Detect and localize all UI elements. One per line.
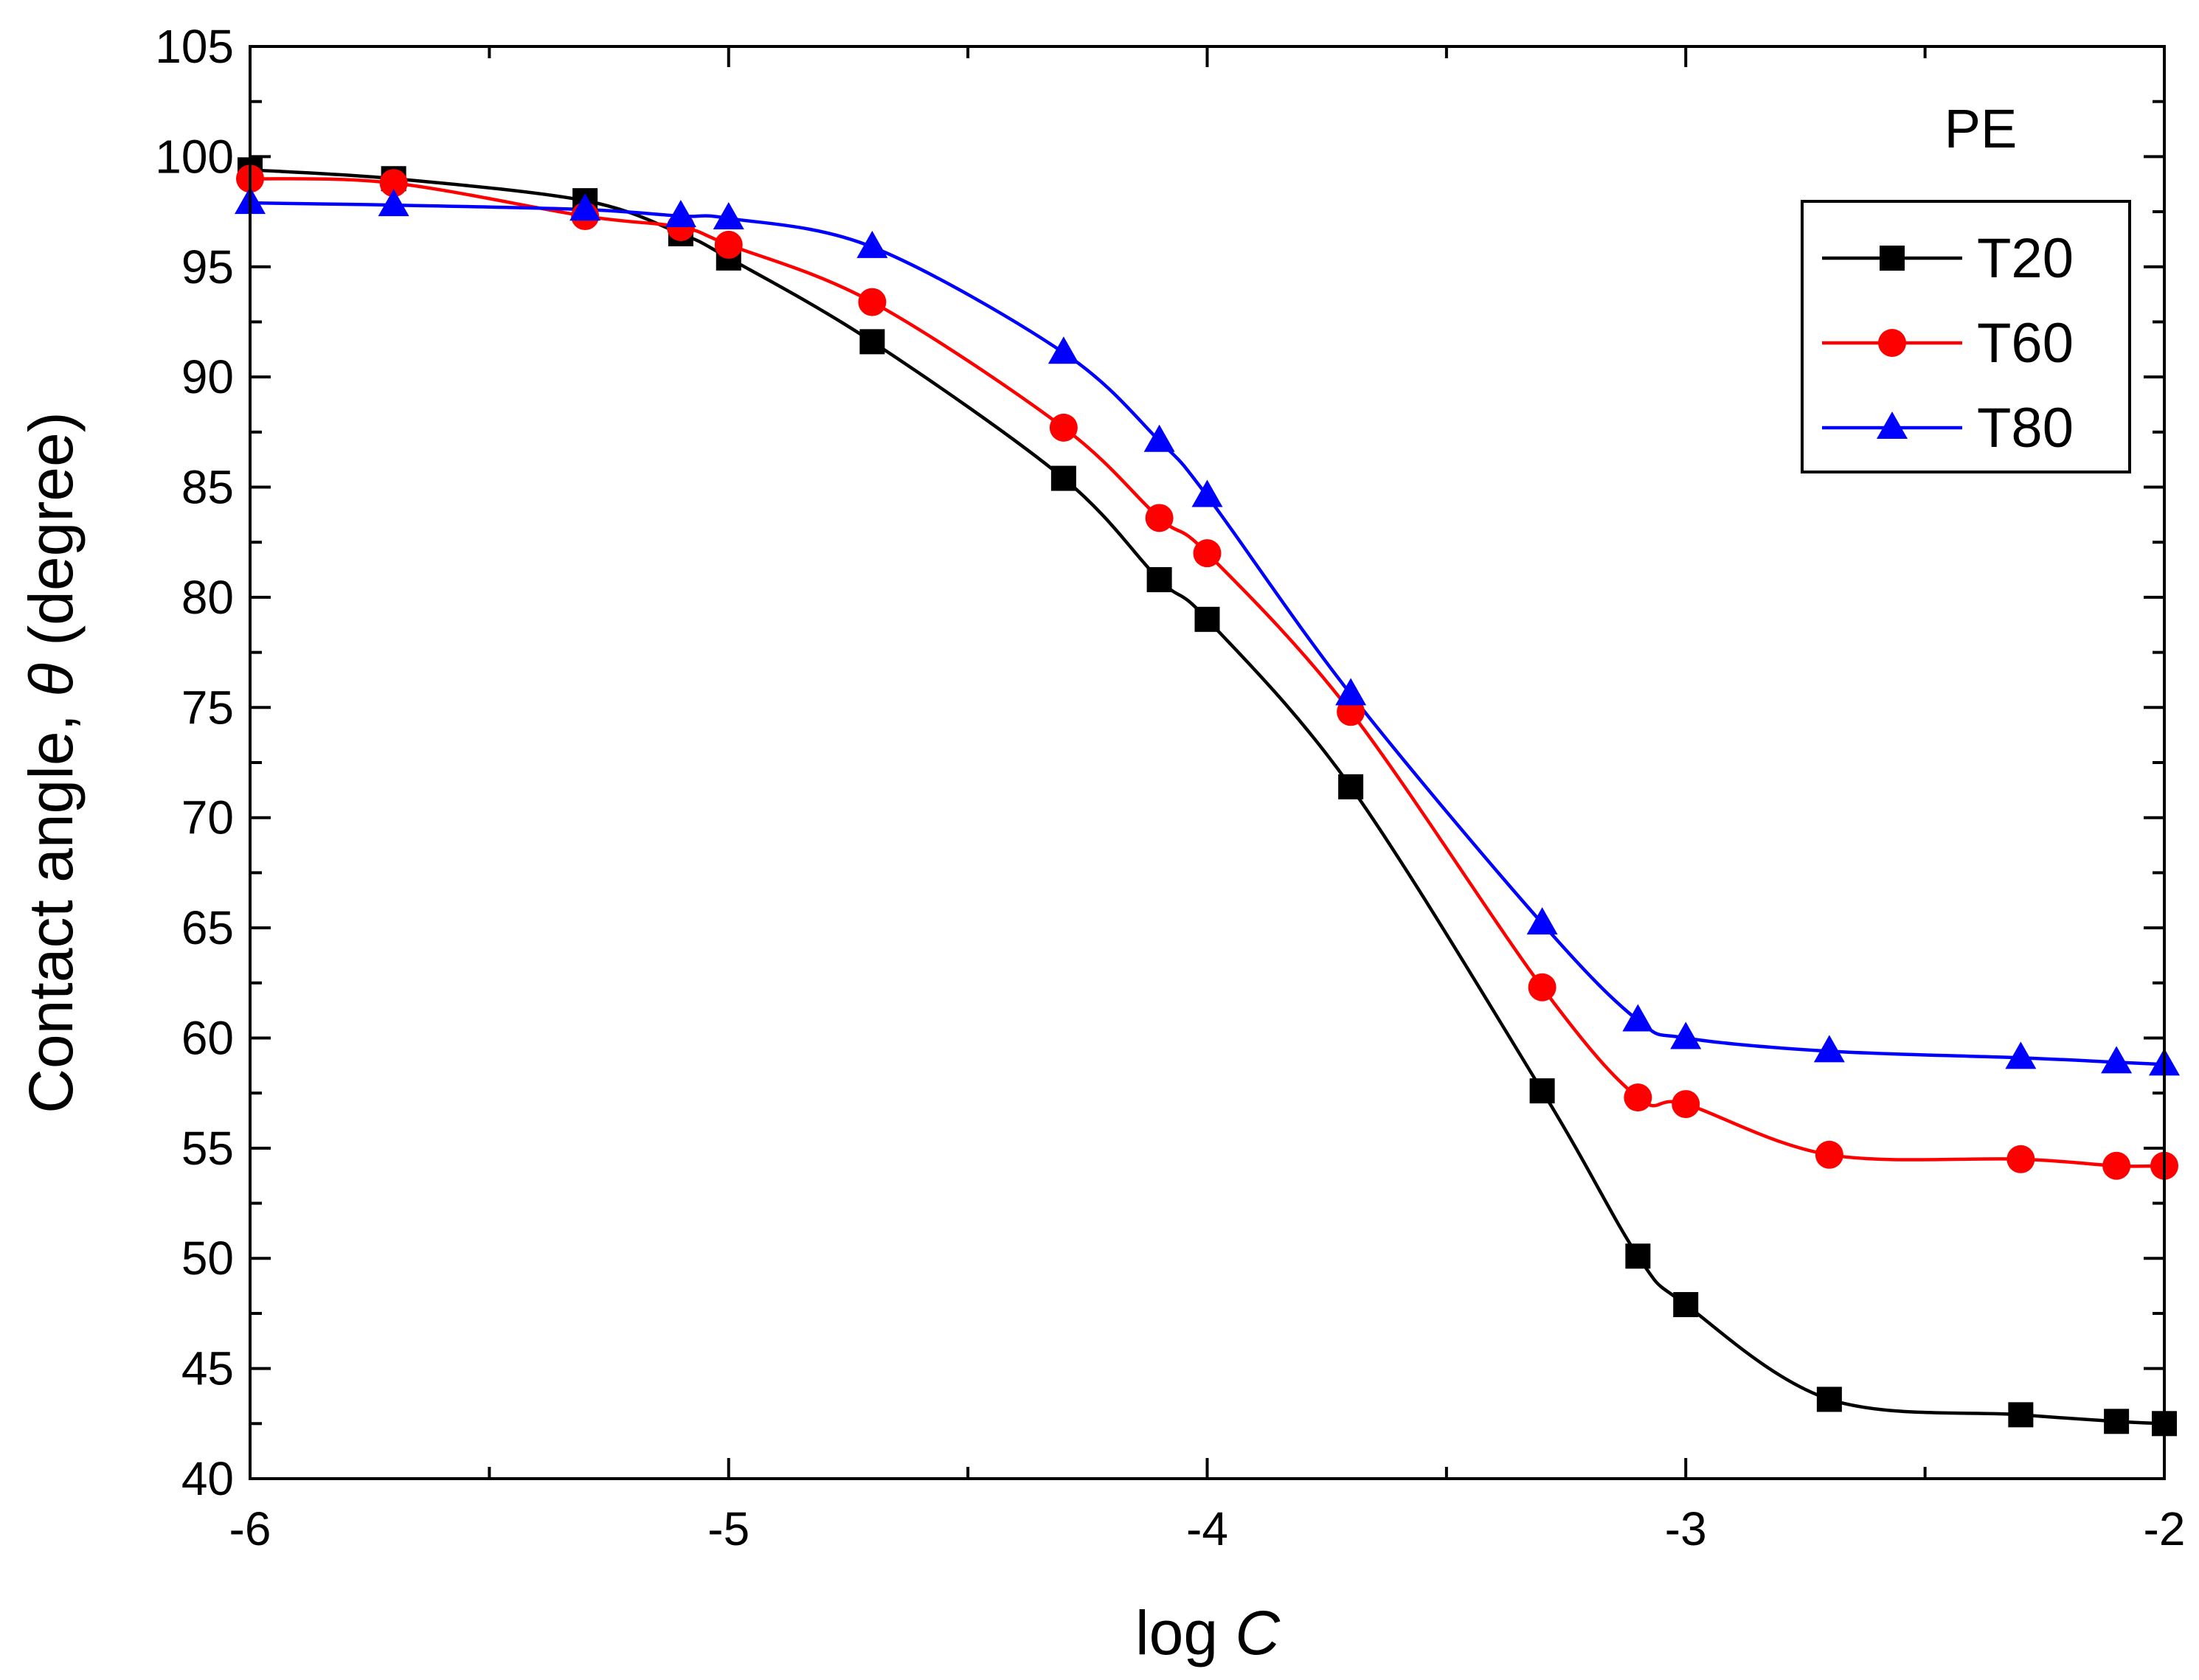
data-point-t20 [1816,1386,1842,1412]
y-axis-title-variable: θ [16,663,86,697]
data-point-t80 [1670,1021,1702,1049]
data-point-t20 [1050,465,1076,491]
data-point-t80 [1526,907,1558,935]
y-axis-title-suffix: (degree) [16,412,86,663]
y-tick-label: 75 [181,681,234,734]
data-point-t20 [1338,774,1364,799]
data-point-t80 [1191,479,1223,507]
y-tick-label: 90 [181,350,234,403]
y-tick-label: 55 [181,1122,234,1175]
annotation-pe: PE [1945,98,2018,159]
data-point-t60 [1145,504,1174,532]
data-point-t60 [1049,413,1078,442]
x-tick-label: -4 [1186,1502,1228,1555]
data-point-t60 [379,169,408,198]
data-point-t60 [858,288,887,316]
data-point-t60 [714,230,743,259]
legend-label-t20: T20 [1977,227,2074,290]
data-point-t80 [569,193,601,221]
data-point-t60 [1528,973,1556,1002]
data-point-t80 [713,202,744,230]
x-tick-label: -3 [1665,1502,1707,1555]
x-tick-label: -2 [2144,1502,2186,1555]
plot-area-frame [249,45,2166,1480]
legend-label-t80: T80 [1977,397,2074,459]
legend-marker-t80 [1877,412,1908,439]
data-point-t60 [1815,1140,1843,1169]
data-point-t60 [1672,1090,1700,1119]
data-point-t80 [1335,678,1367,706]
y-tick-label: 100 [155,130,234,183]
y-tick-label: 45 [181,1342,234,1395]
data-point-t80 [1047,336,1079,364]
y-axis-title-prefix: Contact angle, [16,697,86,1114]
y-tick-label: 40 [181,1452,234,1505]
data-point-t80 [1813,1035,1845,1063]
data-point-t60 [2006,1145,2035,1173]
data-point-t80 [1143,424,1175,452]
legend-box [1801,200,2131,473]
data-point-t60 [2102,1151,2131,1180]
data-point-t20 [859,329,885,355]
data-point-t80 [2101,1046,2133,1074]
x-axis-title: log C [1135,1598,1281,1667]
data-point-t20 [1673,1291,1699,1317]
data-point-t80 [665,200,696,228]
y-tick-label: 50 [181,1232,234,1285]
legend: T20 T60 T80 [1801,200,2131,473]
data-point-t20 [2104,1409,2130,1434]
data-point-t20 [1625,1243,1651,1269]
data-point-t80 [378,189,409,217]
data-point-t20 [1146,567,1172,593]
data-markers [235,157,2180,1437]
data-point-t80 [2005,1041,2037,1069]
data-point-t80 [1622,1004,1654,1032]
legend-label-t60: T60 [1977,312,2074,375]
y-tick-label: 80 [181,571,234,624]
data-point-t60 [1193,539,1222,568]
axis-tick-labels: -6 -5 -4 -3 -2 40 45 50 55 60 65 70 75 80 85 90 95 100 105 [155,20,2185,1555]
data-point-t60 [1624,1083,1652,1112]
y-tick-label: 60 [181,1011,234,1064]
x-axis-title-prefix: log [1135,1598,1235,1667]
y-tick-label: 85 [181,461,234,514]
y-tick-label: 95 [181,240,234,294]
data-point-t20 [2008,1402,2034,1428]
x-tick-label: -5 [707,1502,749,1555]
y-tick-label: 65 [181,901,234,954]
y-axis-title: Contact angle, θ (degree) [16,412,86,1113]
x-tick-label: -6 [229,1502,271,1555]
x-axis-title-variable: C [1235,1598,1281,1667]
data-point-t80 [856,230,888,258]
y-tick-label: 105 [155,20,234,73]
legend-marker-t20 [1880,246,1905,271]
y-tick-label: 70 [181,791,234,844]
data-point-t20 [1194,606,1220,632]
data-point-t20 [1529,1078,1555,1104]
legend-marker-t60 [1878,329,1906,357]
